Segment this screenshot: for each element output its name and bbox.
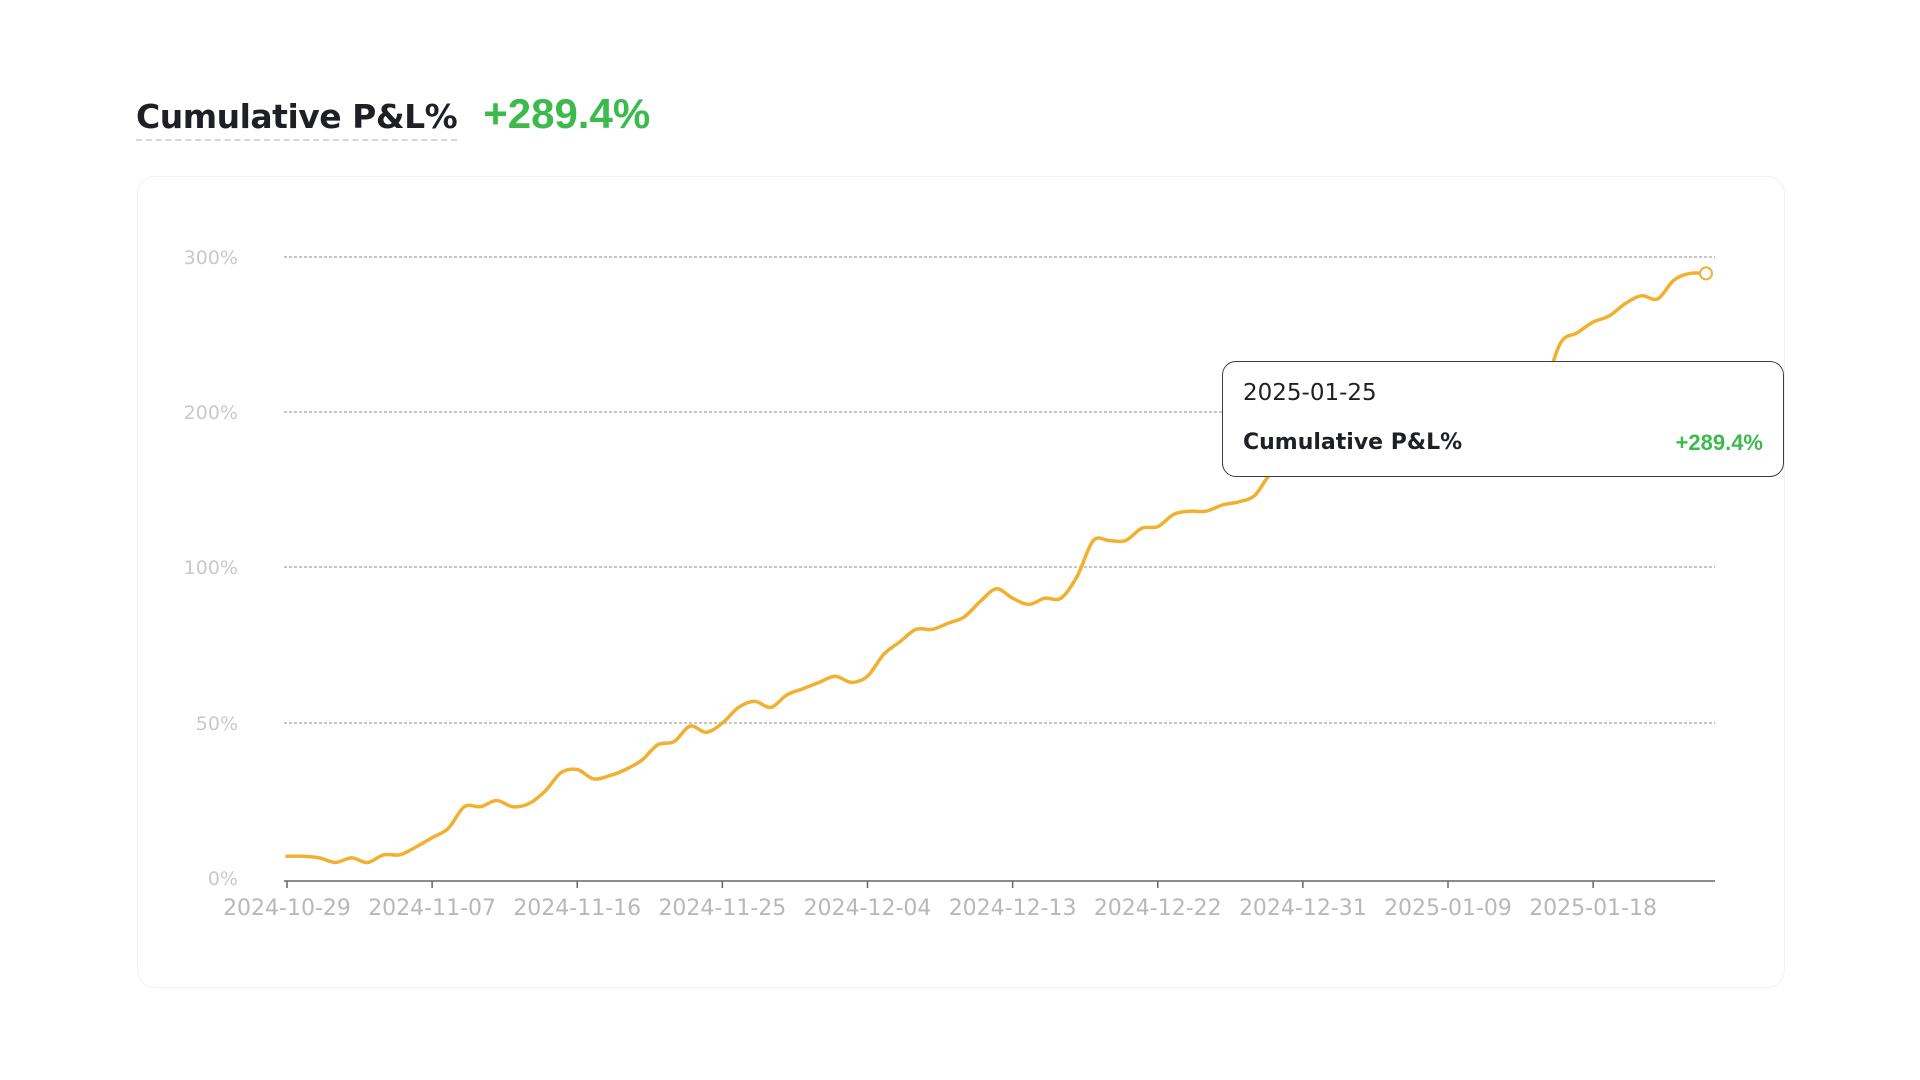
chart-header: Cumulative P&L% +289.4% — [136, 90, 650, 141]
y-tick-label: 50% — [196, 713, 238, 735]
x-axis-labels: 2024-10-29 2024-11-07 2024-11-16 2024-11-25… — [223, 896, 1657, 921]
hover-point-marker[interactable] — [1699, 266, 1713, 281]
x-tick-label: 2024-11-16 — [513, 896, 641, 921]
chart-tooltip: 2025-01-25 Cumulative P&L% +289.4% — [1222, 361, 1784, 477]
x-tick-label: 2024-11-07 — [368, 896, 496, 921]
tooltip-series-label: Cumulative P&L% — [1243, 430, 1463, 455]
total-pnl-value: +289.4% — [483, 90, 651, 137]
x-tick-label: 2024-12-04 — [804, 896, 932, 921]
chart-title[interactable]: Cumulative P&L% — [136, 97, 458, 141]
x-tick-label: 2024-12-13 — [949, 896, 1077, 921]
x-tick-label: 2024-12-31 — [1239, 896, 1367, 921]
series-layer — [285, 266, 1713, 865]
x-tick-label: 2024-11-25 — [658, 896, 786, 921]
x-tick-label: 2025-01-09 — [1384, 896, 1512, 921]
y-tick-label: 0% — [208, 868, 238, 890]
y-tick-label: 300% — [184, 247, 238, 269]
pnl-line-chart[interactable]: 0%50%100%200%300% 2024-10-29 2024-11-07 20… — [138, 177, 1784, 987]
tooltip-date: 2025-01-25 — [1243, 380, 1377, 406]
chart-card: 0% 50% 100% 200% 300% 2024-10-29 2024-11-07 20… — [137, 176, 1785, 988]
x-tick-label: 2024-10-29 — [223, 896, 351, 921]
y-tick-label: 200% — [184, 402, 238, 424]
grid-lines — [284, 256, 1715, 724]
y-axis-labels: 0% 50% 100% 200% 300% — [184, 247, 238, 890]
y-tick-label: 100% — [184, 557, 238, 579]
tooltip-series-value: +289.4% — [1675, 430, 1763, 455]
x-tick-label: 2025-01-18 — [1529, 896, 1657, 921]
x-axis — [284, 880, 1715, 888]
x-tick-label: 2024-12-22 — [1094, 896, 1222, 921]
